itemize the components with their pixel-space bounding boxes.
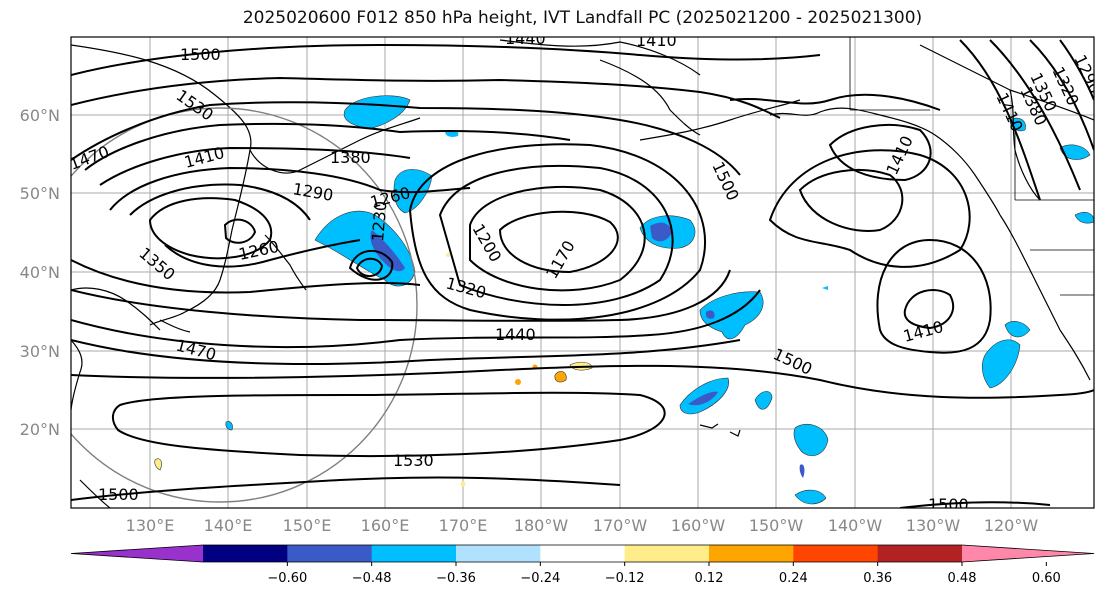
colorbar-segment <box>624 545 710 562</box>
lon-tick: 120°W <box>984 516 1039 535</box>
lon-tick: 150°W <box>749 516 804 535</box>
lat-tick: 20°N <box>20 420 60 439</box>
map-frame <box>70 36 1095 509</box>
ivt-shading <box>154 95 1094 505</box>
contour-label: 1500 <box>928 495 969 514</box>
lon-tick: 150°E <box>283 516 332 535</box>
colorbar-tick-label: −0.60 <box>267 571 307 586</box>
colorbar-extend-low <box>71 545 203 562</box>
colorbar-tick-label: −0.36 <box>436 571 476 586</box>
colorbar-tick-label: 0.36 <box>863 571 892 586</box>
lon-tick: 140°W <box>828 516 883 535</box>
lat-tick: 50°N <box>20 184 60 203</box>
lon-tick: 130°E <box>126 516 175 535</box>
colorbar-segment <box>709 545 794 562</box>
colorbar-segment <box>203 545 288 562</box>
lat-tick: 40°N <box>20 263 60 282</box>
contour-label: 1410 <box>636 31 677 50</box>
contour-label: 1500 <box>180 45 221 64</box>
lon-tick: 160°E <box>361 516 410 535</box>
contour-label: 1530 <box>393 451 434 470</box>
colorbar-segment <box>287 545 373 562</box>
colorbar-segment <box>877 545 963 562</box>
lat-tick: 60°N <box>20 106 60 125</box>
contour-label: 1500 <box>98 485 139 504</box>
longitude-labels: 130°E 140°E 150°E 160°E 170°E 180°W 170°… <box>126 516 1039 535</box>
colorbar-tick-label: −0.12 <box>605 571 645 586</box>
colorbar-segment <box>371 545 457 562</box>
lon-tick: 180°W <box>514 516 569 535</box>
lon-tick: 170°E <box>439 516 488 535</box>
lon-tick: 130°W <box>906 516 961 535</box>
colorbar-extend-high <box>962 545 1094 562</box>
colorbar-tick-label: −0.48 <box>352 571 392 586</box>
colorbar-segment <box>540 545 626 562</box>
colorbar-tick-label: −0.24 <box>520 571 560 586</box>
colorbar-tick-label: 0.60 <box>1032 571 1061 586</box>
lon-tick: 170°W <box>593 516 648 535</box>
colorbar-segment <box>793 545 879 562</box>
lat-tick: 30°N <box>20 342 60 361</box>
lon-tick: 140°E <box>204 516 253 535</box>
map-title: 2025020600 F012 850 hPa height, IVT Land… <box>242 8 923 28</box>
colorbar-tick-label: 0.48 <box>948 571 977 586</box>
colorbar-segment <box>456 545 541 562</box>
lon-tick: 160°W <box>671 516 726 535</box>
contour-label: 1230 <box>368 200 390 242</box>
height-contours <box>71 39 1094 508</box>
colorbar-outline <box>70 544 1095 563</box>
colorbar: −0.60 −0.48 −0.36 −0.24 −0.12 0.12 0.24 0.36 0.4… <box>70 544 1095 586</box>
contour-label: 1440 <box>495 325 536 344</box>
colorbar-tick-label: 0.24 <box>779 571 808 586</box>
borders <box>849 37 1094 296</box>
contour-label: 1440 <box>505 29 546 48</box>
contour-label: 1380 <box>330 148 371 167</box>
colorbar-tick-label: 0.12 <box>695 571 724 586</box>
landfall-circle <box>71 107 418 503</box>
latitude-labels: 60°N 50°N 40°N 30°N 20°N <box>20 106 60 439</box>
